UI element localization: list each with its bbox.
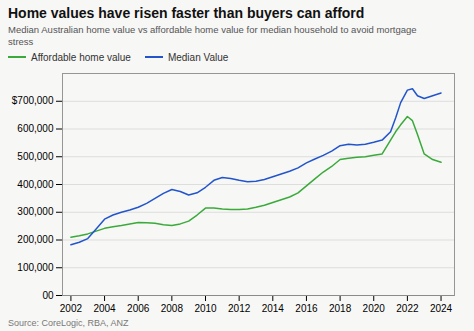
svg-text:200,000: 200,000 [17,234,54,245]
svg-text:2004: 2004 [93,302,116,313]
svg-text:2022: 2022 [396,302,419,313]
svg-text:2016: 2016 [295,302,318,313]
svg-text:2024: 2024 [430,302,453,313]
svg-text:100,000: 100,000 [17,262,54,273]
svg-text:2010: 2010 [194,302,217,313]
svg-text:2008: 2008 [161,302,184,313]
html-text:Affordable home value: Affordable home value [31,51,131,63]
html-text:Source: CoreLogic, RBA, ANZ: Source: CoreLogic, RBA, ANZ [8,317,129,328]
svg-text:600,000: 600,000 [17,123,54,134]
html-text:Median Australian home value v: Median Australian home value vs affordab… [8,24,417,47]
svg-text:00: 00 [42,289,54,300]
svg-text:2006: 2006 [127,302,150,313]
svg-text:2002: 2002 [60,302,83,313]
svg-text:2014: 2014 [262,302,285,313]
svg-text:2018: 2018 [329,302,352,313]
html-text:Home values have risen faster: Home values have risen faster than buyer… [8,5,365,21]
svg-text:400,000: 400,000 [17,178,54,189]
html-text:Median Value: Median Value [167,51,229,63]
svg-text:2012: 2012 [228,302,251,313]
svg-text:2020: 2020 [363,302,386,313]
svg-text:$700,000: $700,000 [12,95,54,106]
svg-text:500,000: 500,000 [17,151,54,162]
svg-text:300,000: 300,000 [17,206,54,217]
